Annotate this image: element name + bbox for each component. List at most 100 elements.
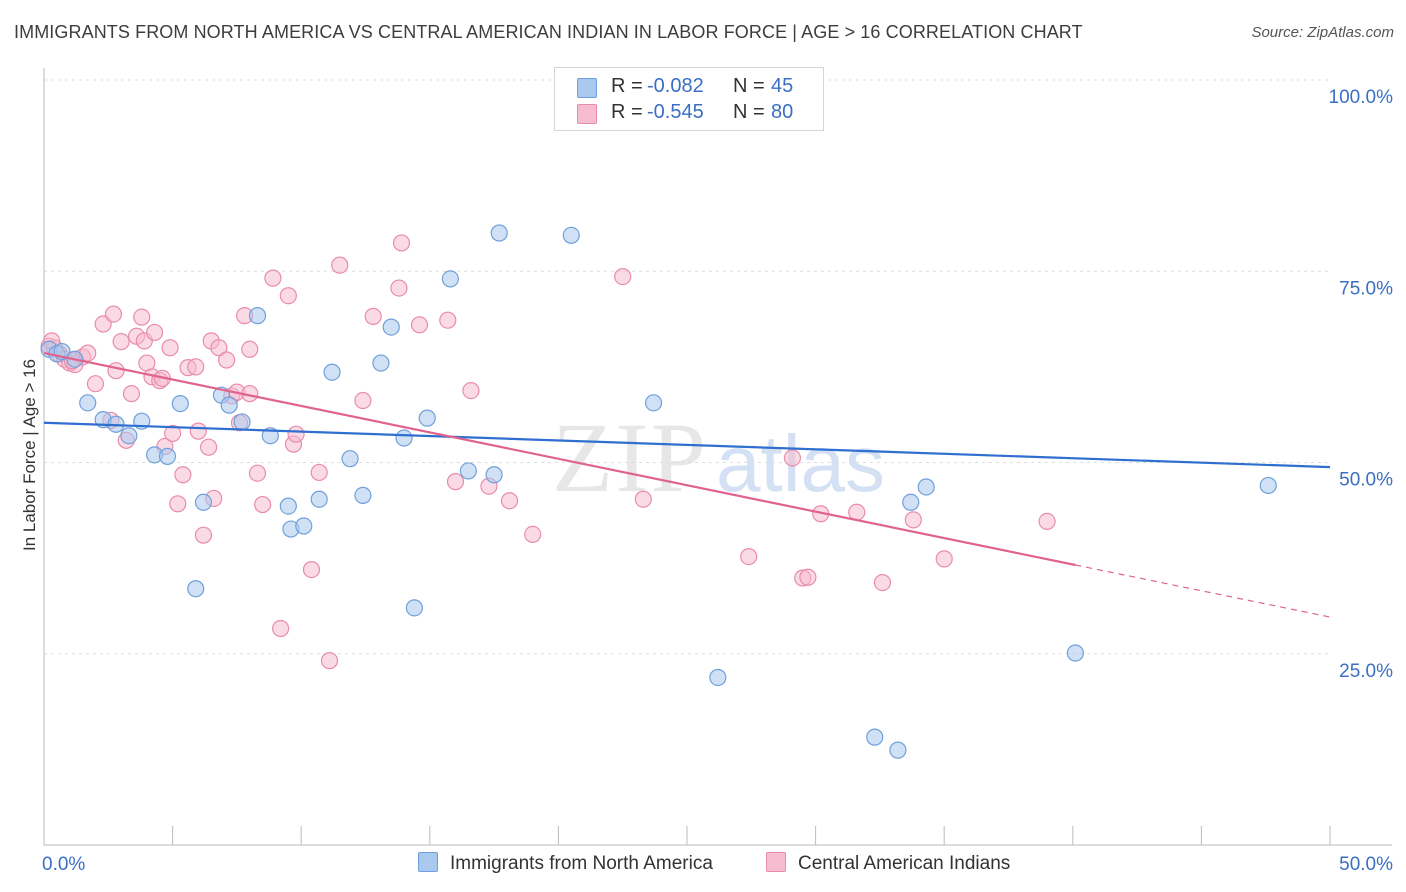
data-point-blue	[323, 363, 341, 381]
legend-swatch-pink	[577, 104, 597, 124]
data-point-blue	[248, 307, 267, 325]
data-point-pink	[107, 362, 125, 380]
data-point-blue	[562, 226, 580, 244]
bottom-legend-blue: Immigrants from North America	[418, 852, 713, 875]
legend-box: R = -0.082 N = 45 R = -0.545 N = 80	[554, 67, 824, 131]
data-point-pink	[254, 495, 272, 514]
data-point-pink	[264, 269, 282, 287]
data-point-pink	[614, 268, 632, 286]
data-point-blue	[382, 318, 400, 336]
bottom-legend-label-blue: Immigrants from North America	[450, 853, 713, 874]
data-point-pink	[302, 560, 321, 579]
tick-labels: 25.0% 50.0% 75.0% 100.0% 0.0% 50.0%	[42, 87, 1393, 875]
data-point-pink	[799, 568, 817, 586]
data-point-pink	[218, 351, 236, 369]
data-point-pink	[364, 307, 382, 325]
data-point-pink	[446, 473, 465, 491]
data-point-pink	[500, 492, 519, 510]
data-point-pink	[904, 511, 922, 529]
data-point-blue	[889, 741, 907, 759]
trend-line-blue	[43, 421, 1331, 469]
data-point-pink	[392, 234, 411, 252]
legend-n-label-blue: N =	[733, 75, 765, 97]
data-point-pink	[210, 339, 228, 357]
data-point-blue	[372, 354, 390, 372]
trend-lines	[43, 352, 1331, 618]
data-point-pink	[122, 385, 141, 403]
data-point-pink	[164, 424, 182, 443]
x-tick-label: 50.0%	[1339, 854, 1393, 875]
data-point-blue	[1066, 644, 1084, 662]
data-point-blue	[310, 490, 328, 508]
data-point-pink	[241, 340, 259, 358]
series-central-american-indians	[40, 234, 1056, 670]
data-point-blue	[158, 447, 177, 465]
data-point-blue	[295, 517, 313, 535]
data-point-pink	[133, 308, 151, 326]
data-point-blue	[395, 429, 413, 447]
source-label: Source: ZipAtlas.com	[1251, 24, 1394, 41]
data-point-pink	[104, 305, 123, 323]
data-point-blue	[279, 497, 297, 515]
y-tick-label: 75.0%	[1339, 278, 1393, 299]
data-point-pink	[86, 375, 105, 393]
data-point-blue	[354, 486, 372, 504]
data-point-pink	[410, 316, 429, 334]
chart-title: IMMIGRANTS FROM NORTH AMERICA VS CENTRAL…	[14, 22, 1083, 42]
data-point-pink	[439, 311, 457, 329]
data-point-pink	[1038, 512, 1056, 531]
data-point-pink	[935, 550, 953, 568]
legend-n-value-pink: 80	[771, 101, 794, 123]
data-point-pink	[174, 466, 192, 484]
data-point-blue	[644, 394, 663, 412]
gridlines	[44, 79, 1330, 655]
data-point-blue	[1259, 476, 1277, 495]
y-tick-label: 50.0%	[1339, 470, 1393, 491]
legend-swatch-blue	[577, 78, 597, 98]
data-point-blue	[917, 478, 935, 496]
data-point-pink	[200, 438, 218, 456]
data-point-pink	[272, 619, 290, 638]
data-point-blue	[341, 450, 359, 468]
bottom-legend-swatch-pink	[766, 852, 786, 872]
data-point-blue	[220, 396, 238, 414]
legend-r-label-pink: R =	[611, 101, 643, 123]
legend-r-value-pink: -0.545	[647, 101, 704, 123]
data-point-blue	[485, 466, 503, 484]
bottom-legend-pink: Central American Indians	[766, 852, 1010, 875]
data-point-pink	[169, 495, 187, 513]
y-axis-label: In Labor Force | Age > 16	[20, 358, 39, 552]
trend-line-extension-pink	[1075, 564, 1331, 618]
data-point-pink	[145, 323, 164, 342]
y-tick-label: 25.0%	[1339, 661, 1393, 682]
data-point-pink	[194, 526, 213, 544]
data-point-pink	[873, 574, 892, 592]
data-point-pink	[310, 463, 328, 482]
data-point-blue	[405, 599, 423, 617]
data-point-pink	[189, 422, 207, 440]
data-point-blue	[120, 427, 138, 445]
data-point-pink	[320, 652, 339, 670]
data-point-pink	[187, 358, 205, 376]
legend-n-value-blue: 45	[771, 75, 794, 97]
legend-row-blue: R = -0.082 N = 45	[555, 75, 823, 99]
data-point-pink	[94, 315, 112, 333]
data-point-pink	[112, 333, 130, 351]
data-point-pink	[354, 391, 372, 410]
data-point-blue	[194, 493, 213, 511]
data-point-pink	[390, 279, 408, 297]
data-point-pink	[279, 287, 297, 305]
data-point-blue	[902, 493, 920, 511]
data-point-pink	[248, 464, 267, 482]
bottom-legend-swatch-blue	[418, 852, 438, 872]
data-point-blue	[79, 394, 97, 412]
data-point-blue	[418, 409, 436, 427]
data-point-pink	[740, 547, 758, 566]
data-point-blue	[171, 394, 189, 413]
data-point-pink	[287, 425, 305, 443]
y-tick-label: 100.0%	[1329, 87, 1394, 108]
data-point-pink	[783, 449, 802, 467]
bottom-legend-label-pink: Central American Indians	[798, 853, 1011, 874]
axes	[43, 68, 1392, 846]
